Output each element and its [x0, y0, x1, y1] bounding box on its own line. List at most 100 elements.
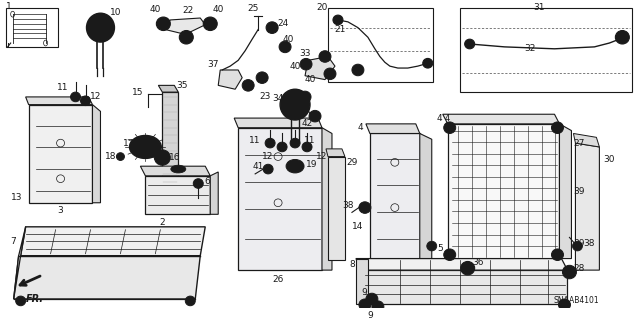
- Text: 12: 12: [90, 93, 101, 101]
- Circle shape: [333, 15, 343, 25]
- Text: 32: 32: [524, 44, 535, 53]
- Text: 7: 7: [10, 237, 15, 246]
- Circle shape: [154, 150, 170, 165]
- Text: 8: 8: [349, 260, 355, 269]
- Text: 9: 9: [367, 311, 372, 319]
- Text: 42: 42: [291, 91, 303, 100]
- Circle shape: [366, 293, 378, 305]
- Text: 10: 10: [109, 8, 121, 17]
- Text: 40: 40: [289, 62, 301, 70]
- Circle shape: [444, 122, 456, 133]
- Polygon shape: [420, 133, 432, 259]
- Text: 11: 11: [304, 136, 316, 145]
- Polygon shape: [448, 124, 559, 259]
- Circle shape: [277, 142, 287, 152]
- Polygon shape: [559, 124, 572, 259]
- Text: 31: 31: [534, 3, 545, 12]
- Text: 38: 38: [342, 201, 354, 210]
- Circle shape: [15, 296, 26, 306]
- Circle shape: [204, 17, 217, 31]
- Polygon shape: [362, 270, 568, 304]
- Text: 33: 33: [300, 49, 311, 58]
- Text: 37: 37: [207, 60, 219, 69]
- Ellipse shape: [280, 89, 310, 120]
- Polygon shape: [443, 114, 559, 124]
- Circle shape: [559, 299, 570, 310]
- Circle shape: [290, 138, 300, 148]
- Circle shape: [186, 296, 195, 306]
- Polygon shape: [575, 143, 600, 270]
- Polygon shape: [13, 227, 26, 299]
- Text: 9: 9: [361, 288, 367, 297]
- Polygon shape: [163, 92, 179, 193]
- Circle shape: [309, 110, 321, 122]
- Text: 39: 39: [573, 239, 585, 248]
- Circle shape: [81, 96, 90, 106]
- Polygon shape: [93, 105, 100, 203]
- Text: 15: 15: [132, 88, 143, 97]
- Text: 35: 35: [177, 81, 188, 90]
- Text: 40: 40: [150, 5, 161, 14]
- Bar: [328, 8, 433, 82]
- Text: 12: 12: [316, 152, 328, 161]
- Circle shape: [279, 41, 291, 53]
- Text: 36: 36: [472, 258, 483, 267]
- Polygon shape: [238, 128, 322, 270]
- Text: 1: 1: [6, 2, 12, 11]
- Circle shape: [256, 72, 268, 84]
- Circle shape: [359, 202, 371, 213]
- Text: 22: 22: [182, 6, 194, 15]
- Text: 26: 26: [273, 275, 284, 284]
- Circle shape: [302, 142, 312, 152]
- Text: 27: 27: [573, 138, 585, 148]
- Polygon shape: [356, 259, 368, 304]
- Text: 39: 39: [573, 187, 585, 196]
- Polygon shape: [370, 133, 420, 259]
- Polygon shape: [356, 259, 568, 270]
- Circle shape: [266, 22, 278, 33]
- Circle shape: [552, 122, 563, 133]
- Text: 29: 29: [346, 158, 358, 167]
- Ellipse shape: [171, 165, 186, 173]
- Circle shape: [116, 153, 124, 160]
- Text: 10: 10: [309, 112, 321, 121]
- Text: 14: 14: [352, 222, 364, 231]
- Circle shape: [615, 31, 629, 44]
- Polygon shape: [140, 166, 210, 176]
- Circle shape: [461, 262, 475, 275]
- Circle shape: [563, 265, 577, 279]
- Text: 2: 2: [159, 218, 165, 226]
- Circle shape: [263, 164, 273, 174]
- Text: 40: 40: [305, 75, 316, 84]
- Ellipse shape: [286, 160, 304, 173]
- Polygon shape: [210, 172, 218, 214]
- Polygon shape: [328, 157, 345, 261]
- Text: 6: 6: [204, 177, 210, 186]
- Polygon shape: [305, 56, 335, 80]
- Circle shape: [179, 31, 193, 44]
- Ellipse shape: [86, 13, 115, 42]
- Circle shape: [572, 241, 582, 251]
- Circle shape: [465, 39, 475, 49]
- Text: 34: 34: [273, 94, 284, 103]
- Polygon shape: [218, 70, 242, 89]
- Text: 25: 25: [248, 4, 259, 13]
- Text: 17: 17: [123, 138, 134, 148]
- Text: 12: 12: [262, 152, 274, 161]
- Polygon shape: [573, 133, 600, 147]
- Circle shape: [70, 92, 81, 102]
- Text: 4: 4: [437, 114, 442, 122]
- Text: 40: 40: [212, 5, 224, 14]
- Polygon shape: [460, 8, 632, 92]
- Text: 41: 41: [252, 162, 264, 171]
- Text: 38: 38: [584, 239, 595, 248]
- Circle shape: [242, 80, 254, 91]
- Circle shape: [265, 138, 275, 148]
- Text: 21: 21: [334, 25, 346, 34]
- Text: 20: 20: [316, 3, 328, 12]
- Text: 28: 28: [573, 264, 585, 273]
- Text: 42: 42: [301, 119, 313, 128]
- Circle shape: [423, 58, 433, 68]
- Circle shape: [352, 64, 364, 76]
- Circle shape: [427, 241, 436, 251]
